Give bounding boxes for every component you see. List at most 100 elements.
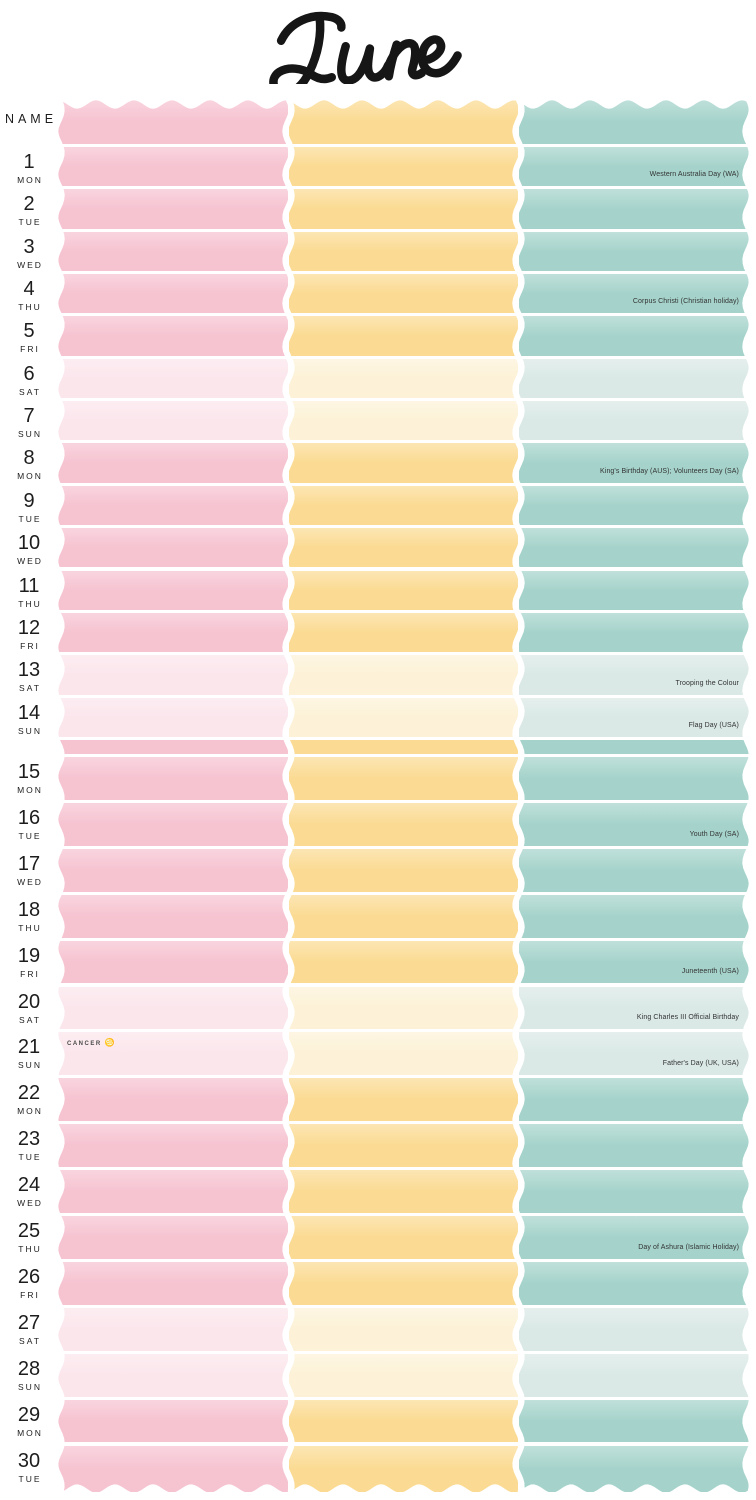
day-28-column-2	[289, 1353, 518, 1400]
day-label-2: 2 TUE	[0, 189, 58, 231]
day-8-column-1	[58, 443, 288, 486]
day-22-column-1	[58, 1078, 288, 1125]
day-number: 26	[17, 1265, 41, 1288]
holiday-label: Corpus Christi (Christian holiday)	[632, 298, 739, 306]
day-number: 25	[17, 1220, 41, 1242]
day-label-25: 25 THU	[0, 1216, 58, 1262]
day-17-column-1	[58, 848, 288, 895]
day-3-column-2	[289, 231, 518, 275]
day-abbr: WED	[17, 259, 43, 270]
day-10-column-1	[58, 528, 288, 571]
day-abbr: MON	[17, 1427, 43, 1438]
day-abbr: THU	[18, 922, 42, 933]
day-number: 6	[23, 362, 35, 385]
day-label-3: 3 WED	[0, 232, 58, 274]
day-number: 3	[23, 235, 35, 258]
day-label-6: 6 SAT	[0, 359, 58, 401]
day-30-column-2	[289, 1445, 518, 1496]
day-number: 12	[17, 616, 41, 639]
day-number: 27	[17, 1311, 41, 1334]
day-24-column-2	[289, 1170, 518, 1216]
day-7-column-3	[519, 401, 749, 444]
holiday-label: Day of Ashura (Islamic Holiday)	[638, 1243, 739, 1251]
day-abbr: SAT	[19, 683, 41, 694]
day-13-column-3: Trooping the Colour	[519, 655, 749, 698]
day-30-column-3	[519, 1445, 749, 1496]
day-number: 23	[17, 1128, 41, 1151]
day-12-column-2	[289, 612, 518, 656]
day-2-column-1	[58, 189, 288, 232]
day-number: 4	[23, 278, 35, 301]
day-abbr: FRI	[20, 968, 40, 979]
day-label-28: 28 SUN	[0, 1354, 58, 1400]
holiday-label: Trooping the Colour	[675, 679, 739, 687]
day-abbr: SUN	[18, 1381, 42, 1392]
day-label-27: 27 SAT	[0, 1308, 58, 1354]
day-label-21: 21 SUN	[0, 1032, 58, 1078]
day-28-column-3	[519, 1353, 749, 1400]
day-label-18: 18 THU	[0, 895, 58, 941]
day-label-22: 22 MON	[0, 1078, 58, 1124]
day-9-column-1	[58, 485, 288, 529]
day-abbr: WED	[17, 876, 43, 887]
day-4-column-1	[58, 274, 288, 317]
day-6-column-1	[58, 358, 288, 402]
day-abbr: THU	[18, 302, 42, 313]
holiday-label: Juneteenth (USA)	[681, 968, 739, 976]
day-number: 14	[17, 701, 41, 724]
day-1-column-2	[289, 147, 518, 190]
day-abbr: SAT	[19, 386, 41, 397]
day-abbr: TUE	[18, 513, 42, 524]
day-25-column-3: Day of Ashura (Islamic Holiday)	[519, 1216, 749, 1262]
day-2-column-2	[289, 189, 518, 232]
day-label-15: 15 MON	[0, 757, 58, 803]
zodiac-name: CANCER	[67, 1041, 102, 1048]
day-6-column-2	[289, 358, 518, 402]
day-16-column-1	[58, 802, 288, 849]
month-title-script-drawing	[269, 11, 462, 98]
day-label-12: 12 FRI	[0, 613, 58, 655]
day-16-column-3: Youth Day (SA)	[519, 802, 749, 849]
day-9-column-3	[519, 485, 749, 529]
day-abbr: SAT	[19, 1014, 41, 1025]
day-abbr: FRI	[20, 344, 40, 355]
day-18-column-1	[58, 894, 288, 941]
day-number: 22	[17, 1082, 41, 1105]
day-abbr: MON	[17, 785, 43, 795]
day-abbr: TUE	[18, 217, 42, 228]
day-label-10: 10 WED	[0, 528, 58, 570]
day-abbr: MON	[17, 471, 43, 482]
day-21-column-3: Father's Day (UK, USA)	[519, 1032, 749, 1079]
day-10-column-2	[289, 528, 518, 571]
holiday-label: King Charles III Official Birthday	[636, 1014, 739, 1022]
day-number: 19	[17, 944, 41, 967]
day-label-14: 14 SUN	[0, 698, 58, 740]
day-29-column-3	[519, 1399, 749, 1446]
day-number: 15	[17, 761, 41, 783]
day-20-column-2	[289, 986, 518, 1033]
day-25-column-2	[289, 1216, 518, 1262]
day-abbr: MON	[17, 1106, 43, 1117]
holiday-label: Flag Day (USA)	[688, 721, 739, 729]
day-abbr: FRI	[20, 640, 40, 651]
cancer-zodiac-icon: ♋	[104, 1038, 115, 1048]
day-7-column-2	[289, 401, 518, 444]
day-12-column-3	[519, 612, 749, 656]
day-abbr: SUN	[18, 429, 42, 440]
day-label-16: 16 TUE	[0, 803, 58, 849]
day-abbr: THU	[18, 598, 42, 609]
day-number: 2	[23, 193, 35, 216]
day-label-19: 19 FRI	[0, 941, 58, 987]
day-4-column-3: Corpus Christi (Christian holiday)	[519, 274, 749, 317]
day-abbr: TUE	[18, 830, 42, 841]
day-number: 21	[17, 1036, 41, 1059]
day-8-column-2	[289, 443, 518, 486]
holiday-label: Youth Day (SA)	[689, 830, 739, 838]
day-27-column-2	[289, 1307, 518, 1354]
day-label-4: 4 THU	[0, 274, 58, 316]
day-number: 28	[17, 1357, 41, 1380]
day-12-column-1	[58, 612, 288, 656]
day-26-column-3	[519, 1261, 749, 1308]
day-17-column-3	[519, 848, 749, 895]
